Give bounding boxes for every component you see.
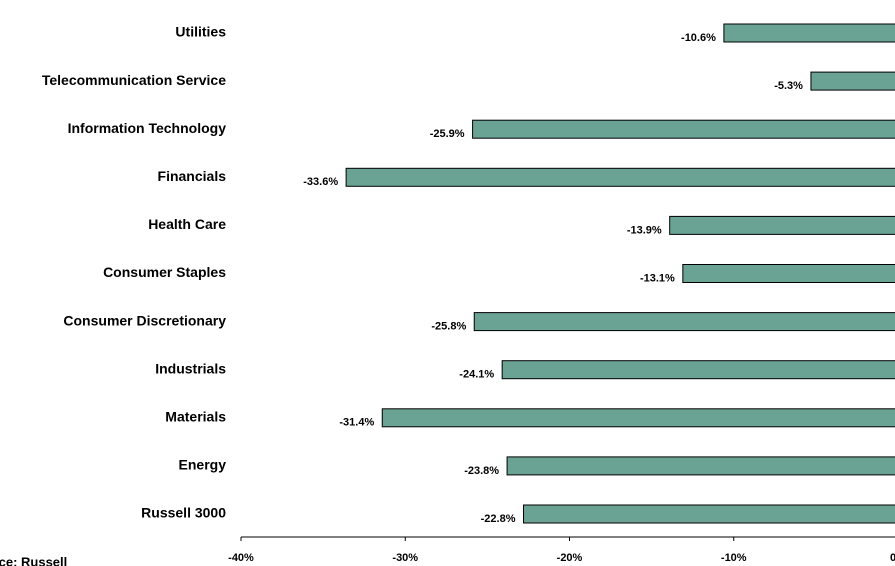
bar <box>723 23 895 43</box>
x-tick-label: 0% <box>890 552 895 564</box>
category-label: Industrials <box>155 360 226 376</box>
value-label: -33.6% <box>303 176 338 188</box>
bar <box>472 119 895 139</box>
value-label: -10.6% <box>681 32 716 44</box>
bar <box>381 408 895 428</box>
category-label: Information Technology <box>68 120 227 136</box>
value-label: -13.1% <box>640 272 675 284</box>
x-tick-label: -20% <box>557 552 583 564</box>
bar <box>506 456 895 476</box>
category-label: Health Care <box>148 216 226 232</box>
bar <box>501 360 895 380</box>
value-label: -25.8% <box>431 321 466 333</box>
category-label: Financials <box>158 168 227 184</box>
category-label: Utilities <box>175 24 226 40</box>
category-label: Russell 3000 <box>141 505 226 521</box>
value-label: -31.4% <box>339 417 374 429</box>
category-label: Telecommunication Service <box>42 72 226 88</box>
category-label: Energy <box>179 457 227 473</box>
x-tick-label: -30% <box>392 552 418 564</box>
x-tick-label: -40% <box>228 552 254 564</box>
bar <box>345 167 895 187</box>
source-note: Source: Russell <box>0 554 67 566</box>
bar <box>473 312 895 332</box>
value-label: -23.8% <box>464 465 499 477</box>
category-label: Materials <box>165 409 226 425</box>
value-label: -24.1% <box>459 369 494 381</box>
x-tick-label: -10% <box>721 552 747 564</box>
bar <box>810 71 895 91</box>
bar <box>682 264 895 283</box>
value-label: -13.9% <box>627 224 662 236</box>
bar <box>669 215 895 235</box>
value-label: -22.8% <box>481 513 516 525</box>
bar <box>523 504 895 524</box>
category-label: Consumer Staples <box>103 264 226 280</box>
category-label: Consumer Discretionary <box>63 312 226 328</box>
value-label: -25.9% <box>430 128 465 140</box>
value-label: -5.3% <box>774 80 803 92</box>
